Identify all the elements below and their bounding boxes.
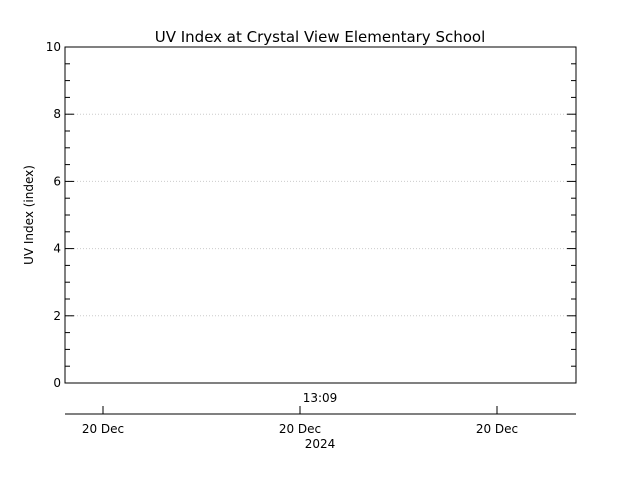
y-tick-label: 4 (53, 242, 61, 256)
y-tick-label: 0 (53, 376, 61, 390)
y-tick-label: 6 (53, 174, 61, 188)
y-axis-tick-labels: 0 2 4 6 8 10 (46, 40, 61, 390)
plot-frame (64, 46, 577, 384)
y-tick-label: 2 (53, 309, 61, 323)
x-axis-ticks (102, 406, 498, 414)
y-axis-ticks (65, 46, 576, 384)
y-tick-label: 8 (53, 107, 61, 121)
x-tick-label: 20 Dec (476, 422, 518, 436)
chart-title: UV Index at Crystal View Elementary Scho… (155, 28, 486, 46)
x-tick-label: 20 Dec (82, 422, 124, 436)
y-tick-label: 10 (46, 40, 61, 54)
x-axis-tick-labels: 20 Dec 20 Dec 20 Dec (82, 422, 518, 436)
y-axis-label: UV Index (index) (22, 165, 36, 265)
grid-lines (65, 113, 576, 317)
time-marker-label: 13:09 (303, 391, 338, 405)
x-tick-label: 20 Dec (279, 422, 321, 436)
year-label: 2024 (305, 437, 336, 451)
